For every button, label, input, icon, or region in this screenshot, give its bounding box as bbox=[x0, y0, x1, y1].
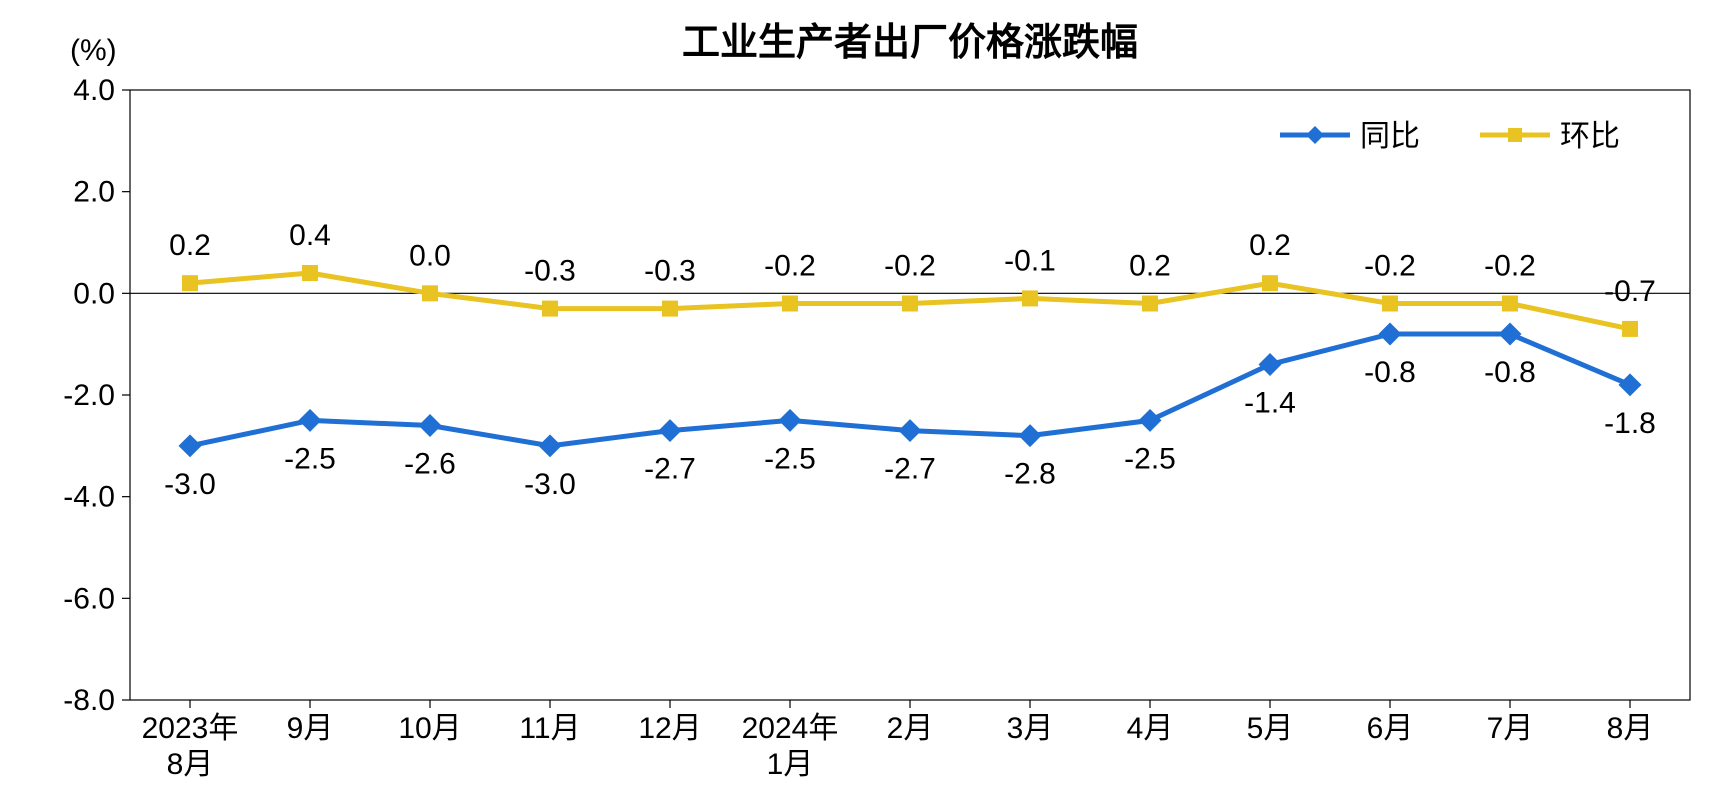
x-tick-label: 8月 bbox=[1607, 712, 1654, 745]
series-marker bbox=[419, 415, 441, 437]
data-label: -2.7 bbox=[644, 453, 696, 486]
x-tick-label: 4月 bbox=[1127, 712, 1174, 745]
series-marker bbox=[543, 301, 558, 316]
series-marker bbox=[183, 276, 198, 291]
legend-marker bbox=[1508, 128, 1522, 142]
data-label: 0.0 bbox=[409, 239, 451, 272]
data-label: -2.5 bbox=[764, 442, 816, 475]
series-marker bbox=[1619, 374, 1641, 396]
data-label: 0.2 bbox=[1129, 250, 1171, 283]
data-label: -0.2 bbox=[884, 250, 936, 283]
ppi-chart: 工业生产者出厂价格涨跌幅 (%) 4.0 2.0 0.0 -2.0 -4.0 -6.0 -8.0… bbox=[0, 0, 1711, 809]
plot-border bbox=[130, 90, 1690, 700]
data-label: -2.8 bbox=[1004, 458, 1056, 491]
series-marker bbox=[423, 286, 438, 301]
data-label: -0.2 bbox=[1364, 250, 1416, 283]
x-tick-label: 10月 bbox=[398, 712, 461, 745]
series-marker bbox=[179, 435, 201, 457]
series-marker bbox=[779, 410, 801, 432]
data-label: -0.8 bbox=[1364, 356, 1416, 389]
series-marker bbox=[1259, 354, 1281, 376]
data-label: -0.8 bbox=[1484, 356, 1536, 389]
series-marker bbox=[1263, 276, 1278, 291]
data-label: 0.4 bbox=[289, 219, 331, 252]
legend-label: 同比 bbox=[1360, 120, 1420, 153]
series-marker bbox=[539, 435, 561, 457]
y-tick-label: -2.0 bbox=[63, 379, 115, 412]
series-marker bbox=[1499, 323, 1521, 345]
data-label: -2.5 bbox=[1124, 442, 1176, 475]
x-tick-label: 11月 bbox=[519, 712, 580, 745]
y-tick-label: -4.0 bbox=[63, 481, 115, 514]
data-label: -0.3 bbox=[524, 255, 576, 288]
x-tick-label: 8月 bbox=[167, 748, 214, 781]
x-tick-label: 2023年 bbox=[142, 712, 239, 745]
series-marker bbox=[663, 301, 678, 316]
data-label: -0.2 bbox=[1484, 250, 1536, 283]
x-tick-label: 3月 bbox=[1007, 712, 1054, 745]
series-marker bbox=[659, 420, 681, 442]
data-label: -3.0 bbox=[164, 468, 216, 501]
series-marker bbox=[903, 296, 918, 311]
data-label: -0.7 bbox=[1604, 275, 1656, 308]
x-tick-label: 2月 bbox=[887, 712, 934, 745]
series-marker bbox=[1623, 321, 1638, 336]
data-label: -3.0 bbox=[524, 468, 576, 501]
series-marker bbox=[899, 420, 921, 442]
series-marker bbox=[299, 410, 321, 432]
series-marker bbox=[1383, 296, 1398, 311]
series-marker bbox=[1503, 296, 1518, 311]
legend-label: 环比 bbox=[1560, 120, 1620, 153]
data-label: -0.2 bbox=[764, 250, 816, 283]
x-tick-label: 12月 bbox=[638, 712, 701, 745]
series-marker bbox=[1023, 291, 1038, 306]
series-marker bbox=[303, 266, 318, 281]
series-marker bbox=[783, 296, 798, 311]
chart-title: 工业生产者出厂价格涨跌幅 bbox=[682, 22, 1138, 64]
x-tick-label: 7月 bbox=[1487, 712, 1534, 745]
series-marker bbox=[1019, 425, 1041, 447]
data-label: -1.4 bbox=[1244, 387, 1296, 420]
x-tick-label: 9月 bbox=[287, 712, 334, 745]
data-label: -2.6 bbox=[404, 448, 456, 481]
data-label: -0.3 bbox=[644, 255, 696, 288]
chart-svg: 工业生产者出厂价格涨跌幅 (%) 4.0 2.0 0.0 -2.0 -4.0 -6.0 -8.0… bbox=[0, 0, 1711, 809]
series-marker bbox=[1379, 323, 1401, 345]
y-unit-label: (%) bbox=[70, 34, 117, 67]
y-tick-label: 0.0 bbox=[73, 277, 115, 310]
series-marker bbox=[1143, 296, 1158, 311]
legend-marker bbox=[1306, 126, 1324, 144]
x-tick-label: 1月 bbox=[767, 748, 814, 781]
data-label: 0.2 bbox=[169, 229, 211, 262]
y-tick-label: -8.0 bbox=[63, 684, 115, 717]
y-tick-label: 4.0 bbox=[73, 74, 115, 107]
y-tick-label: -6.0 bbox=[63, 582, 115, 615]
x-tick-label: 5月 bbox=[1247, 712, 1294, 745]
data-label: -1.8 bbox=[1604, 407, 1656, 440]
y-tick-label: 2.0 bbox=[73, 176, 115, 209]
data-label: 0.2 bbox=[1249, 229, 1291, 262]
series-marker bbox=[1139, 410, 1161, 432]
x-tick-label: 2024年 bbox=[742, 712, 839, 745]
data-label: -2.5 bbox=[284, 442, 336, 475]
data-label: -0.1 bbox=[1004, 244, 1056, 277]
data-label: -2.7 bbox=[884, 453, 936, 486]
x-tick-label: 6月 bbox=[1367, 712, 1414, 745]
